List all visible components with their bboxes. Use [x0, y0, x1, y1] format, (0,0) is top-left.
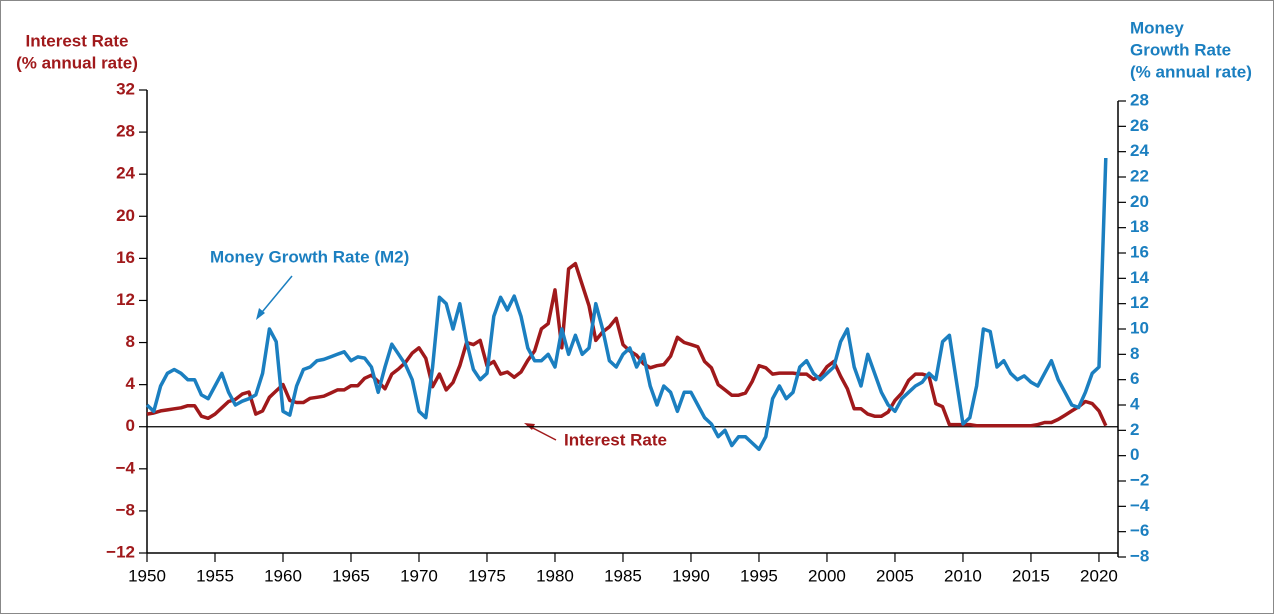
y-tick-label: 28: [116, 122, 135, 141]
y-tick-label: 32: [116, 79, 135, 98]
y2-tick-label: 4: [1130, 394, 1140, 413]
x-tick-label: 1995: [740, 566, 778, 585]
annotation: Money Growth Rate (M2): [210, 247, 409, 266]
x-tick-label: 1970: [400, 566, 438, 585]
y-axis-title: (% annual rate): [16, 53, 138, 72]
y-tick-label: 4: [126, 374, 136, 393]
y2-axis-title: (% annual rate): [1130, 62, 1252, 81]
y2-tick-label: 18: [1130, 217, 1149, 236]
series-line: [146, 261, 1108, 428]
y2-tick-label: 8: [1130, 344, 1139, 363]
x-tick-label: 2010: [944, 566, 982, 585]
x-tick-label: 1985: [604, 566, 642, 585]
y2-tick-label: 20: [1130, 192, 1149, 211]
y2-tick-label: 28: [1130, 90, 1149, 109]
x-tick-label: 2015: [1012, 566, 1050, 585]
x-tick-label: 1990: [672, 566, 710, 585]
y-tick-label: −4: [116, 458, 136, 477]
x-tick-label: 1950: [128, 566, 166, 585]
y2-tick-label: −2: [1130, 470, 1149, 489]
x-tick-label: 2000: [808, 566, 846, 585]
y-tick-label: 20: [116, 206, 135, 225]
y2-tick-label: −6: [1130, 521, 1149, 540]
y-tick-label: 8: [126, 332, 135, 351]
y2-tick-label: 24: [1130, 141, 1149, 160]
y2-tick-label: 6: [1130, 369, 1139, 388]
y2-tick-label: 2: [1130, 420, 1139, 439]
y2-axis-title: Money: [1130, 18, 1184, 37]
y2-tick-label: −4: [1130, 496, 1150, 515]
y2-tick-label: 12: [1130, 293, 1149, 312]
y2-tick-label: 0: [1130, 445, 1139, 464]
y2-tick-label: 22: [1130, 166, 1149, 185]
x-tick-label: 1965: [332, 566, 370, 585]
y-tick-label: −8: [116, 500, 135, 519]
y2-tick-label: 14: [1130, 268, 1149, 287]
x-tick-label: 1975: [468, 566, 506, 585]
y-tick-label: 12: [116, 290, 135, 309]
series-line: [145, 157, 1108, 452]
arrow-head: [256, 308, 265, 320]
annotation: Interest Rate: [564, 430, 667, 449]
y-tick-label: 16: [116, 248, 135, 267]
y-tick-label: 0: [126, 416, 135, 435]
x-tick-label: 1980: [536, 566, 574, 585]
y2-tick-label: −8: [1130, 546, 1149, 565]
x-tick-label: 1955: [196, 566, 234, 585]
y2-tick-label: 26: [1130, 116, 1149, 135]
x-tick-label: 1960: [264, 566, 302, 585]
x-tick-label: 2020: [1080, 566, 1118, 585]
y2-axis-title: Growth Rate: [1130, 40, 1231, 59]
x-tick-label: 2005: [876, 566, 914, 585]
y-tick-label: −12: [106, 542, 135, 561]
y-axis-title: Interest Rate: [26, 31, 129, 50]
y2-tick-label: 10: [1130, 318, 1149, 337]
annotation-arrow: [257, 275, 293, 318]
y-tick-label: 24: [116, 164, 135, 183]
y2-tick-label: 16: [1130, 242, 1149, 261]
